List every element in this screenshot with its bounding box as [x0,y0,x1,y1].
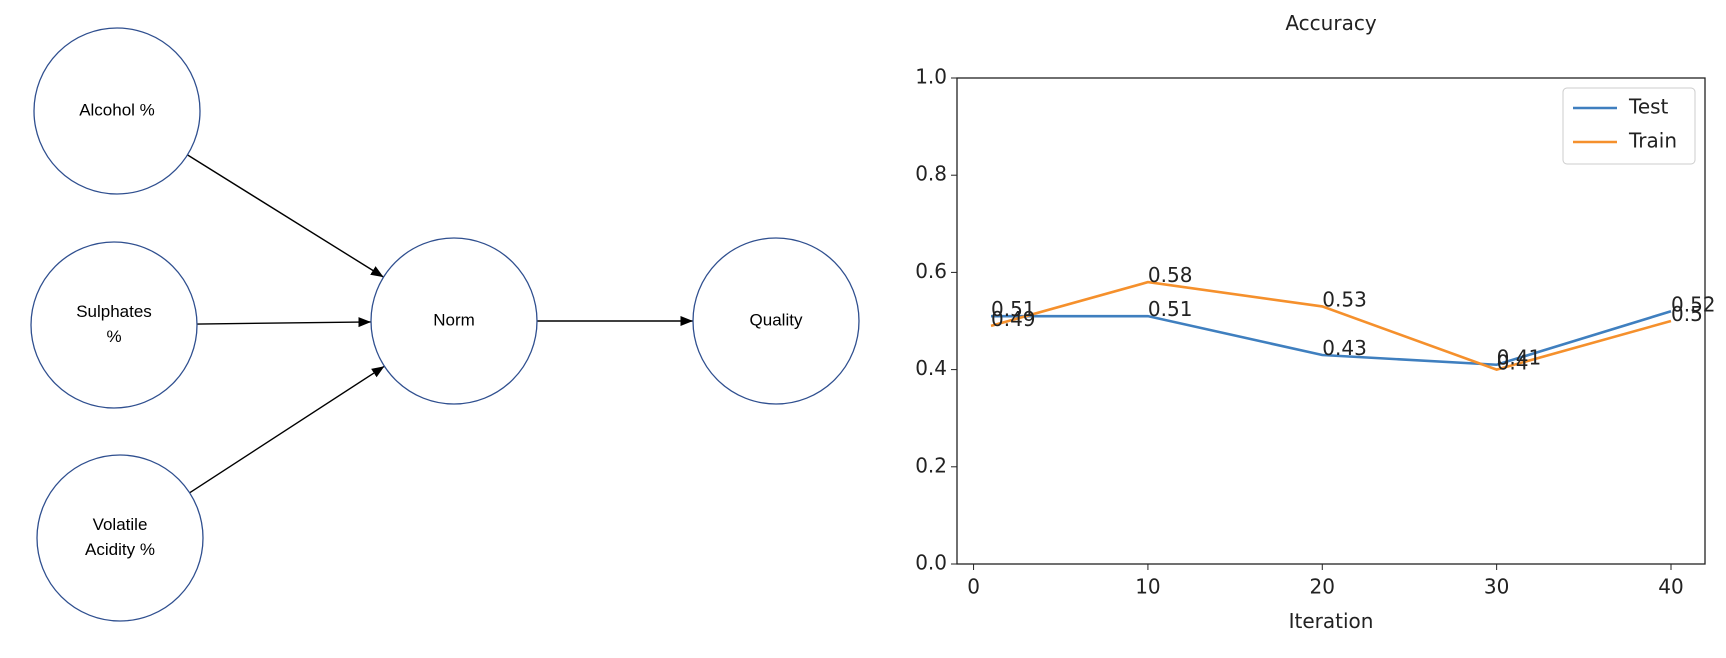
x-tick-label: 10 [1135,575,1160,599]
data-label: 0.4 [1497,351,1529,375]
node-label: % [106,327,121,346]
edge-arrow [196,317,372,328]
line-series [990,280,1672,371]
line-series [991,310,1672,367]
node-circle [370,237,538,405]
node-label: Alcohol % [79,100,155,119]
node-circle [692,237,860,405]
data-label: 0.51 [1148,297,1193,321]
legend-label: Test [1628,95,1669,119]
chart: Accuracy Iteration 0.0 0.2 0.4 0.6 0.8 1.0 0 10 20… [915,11,1715,633]
diagram: Alcohol % Sulphates% Volatile Acidity % Norm… [30,27,860,622]
legend-label: Train [1628,129,1677,153]
x-tick-label: 30 [1484,575,1509,599]
y-tick-label: 0.8 [915,162,947,186]
node-label: Sulphates [76,302,152,321]
y-tick-label: 0.2 [915,453,947,477]
node-circle [33,27,201,195]
chart-title: Accuracy [1285,11,1376,35]
y-tick-label: 0.0 [915,551,947,575]
data-label: 0.52 [1671,292,1716,316]
x-axis-label: Iteration [1289,609,1374,633]
data-label: 0.49 [991,307,1036,331]
edge-arrow [189,365,385,494]
node-label: Norm [433,310,475,329]
y-tick-label: 0.4 [915,356,947,380]
node-label: Volatile [93,515,148,534]
node: Alcohol % [33,27,201,195]
node: Norm [370,237,538,405]
x-tick-label: 40 [1658,575,1683,599]
data-label: 0.58 [1148,263,1193,287]
data-label: 0.41 [1497,346,1542,370]
node-circle [36,454,204,622]
x-tick-label: 0 [967,575,980,599]
y-tick-label: 1.0 [915,65,947,89]
node-label: Quality [750,310,803,329]
data-label: 0.43 [1322,336,1367,360]
node-circle [30,241,198,409]
data-label: 0.5 [1671,302,1703,326]
data-label: 0.51 [991,297,1036,321]
node: Volatile Acidity % [36,454,204,622]
y-tick-label: 0.6 [915,259,947,283]
edge-arrow [187,154,384,278]
data-label: 0.53 [1322,287,1367,311]
x-tick-label: 20 [1310,575,1335,599]
node: Sulphates% [30,241,198,409]
node-label: Acidity % [85,540,155,559]
plot-frame [956,77,1706,565]
node: Quality [692,237,860,405]
